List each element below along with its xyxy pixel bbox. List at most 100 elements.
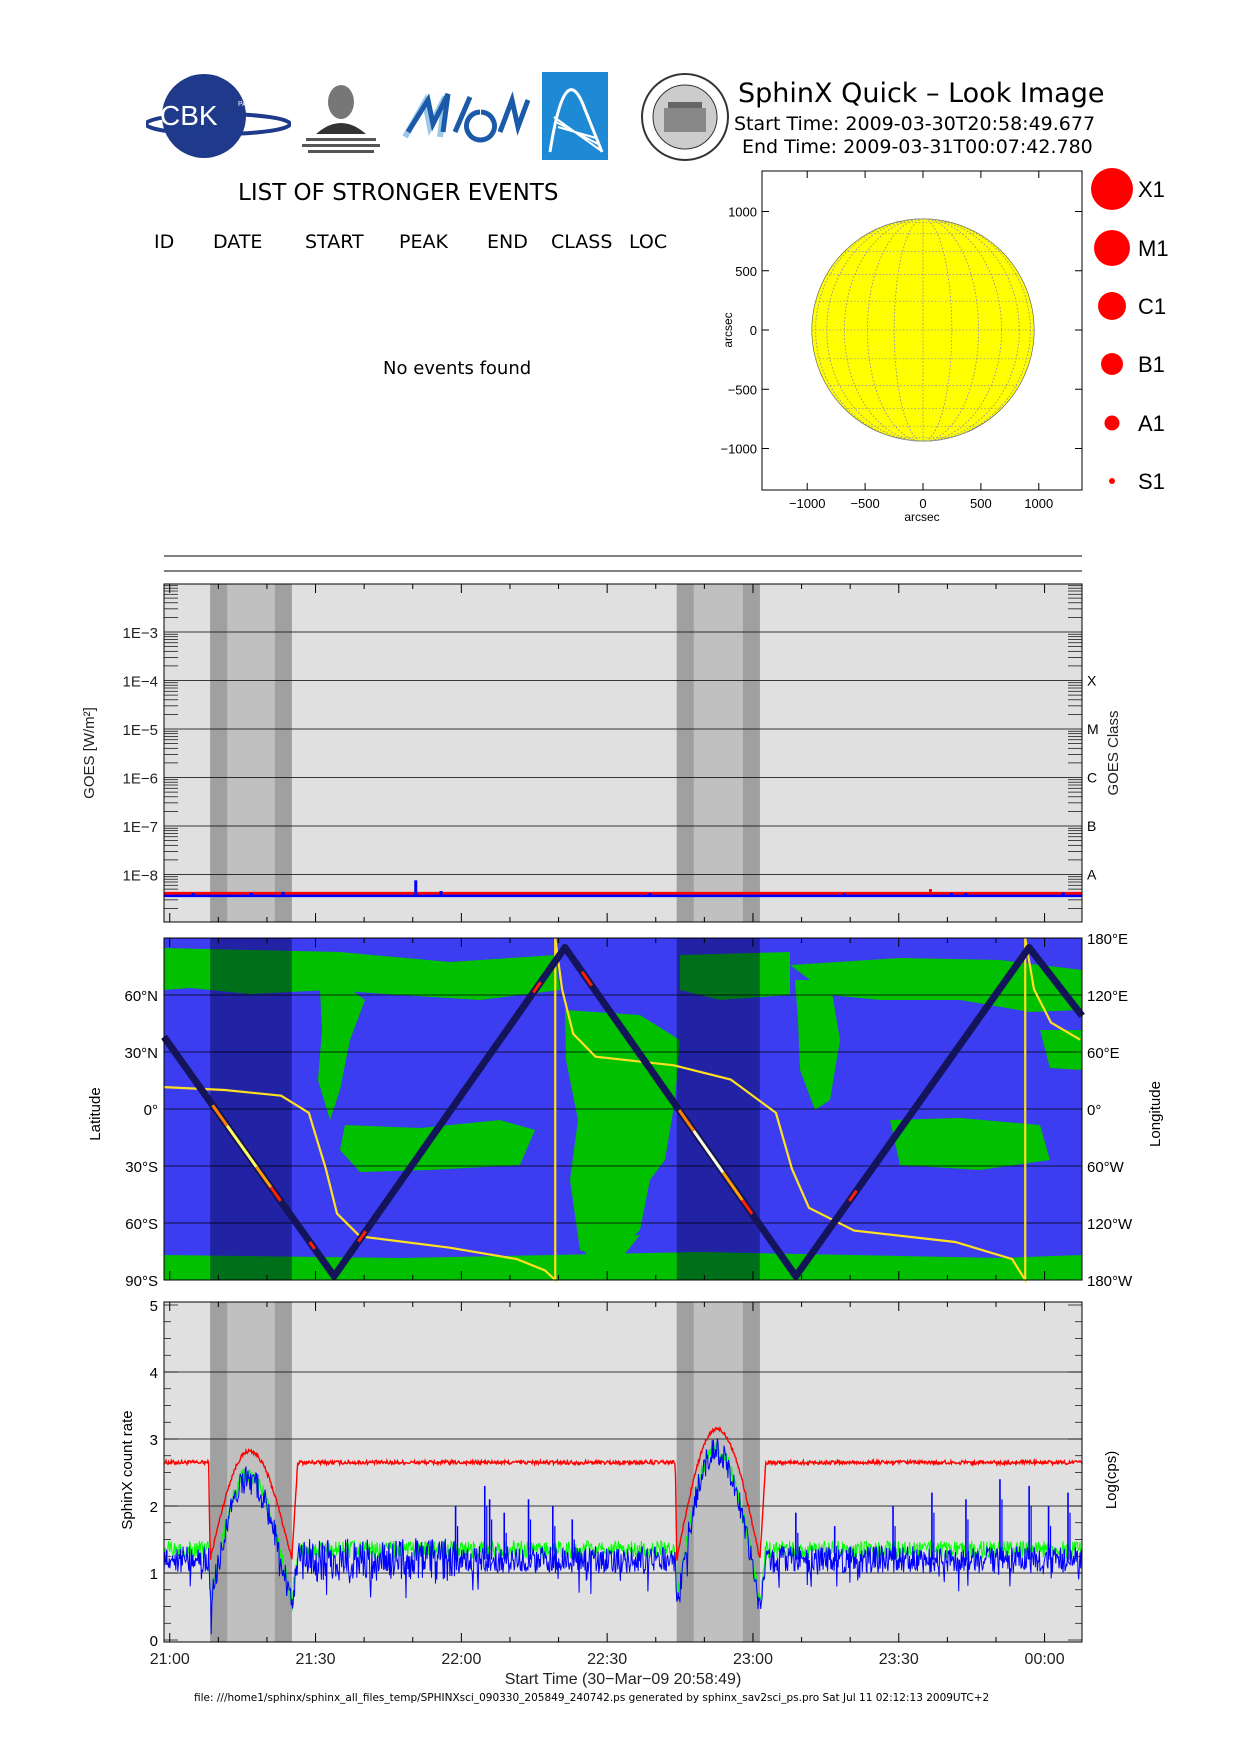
sphinx-y-axis-label: SphinX count rate	[119, 1410, 136, 1529]
track-highlight	[357, 1230, 367, 1243]
goes-y-axis-label: GOES [W/m²]	[81, 707, 98, 799]
time-axis-title: Start Time (30−Mar−09 20:58:49)	[505, 1671, 742, 1688]
page-title: SphinX Quick – Look Image	[738, 78, 1105, 109]
goes-class-label: M	[1087, 721, 1099, 737]
track-highlight	[211, 1104, 229, 1127]
goes-spike	[648, 892, 652, 896]
track-highlight	[269, 1186, 282, 1202]
time-tick-label: 23:30	[879, 1651, 919, 1668]
sun-x-tick-label: −500	[850, 496, 879, 511]
legend-label-m1: M1	[1138, 236, 1169, 261]
track-highlight	[692, 1130, 725, 1174]
track-highlight	[848, 1189, 858, 1202]
sphinx-y-tick-label: 0	[150, 1633, 158, 1650]
sun-y-tick-label: 0	[750, 323, 757, 338]
sun-y-tick-label: −1000	[720, 442, 757, 457]
orbit-y-tick-label: 30°N	[124, 1045, 158, 1062]
track-highlight	[677, 1109, 695, 1132]
university-seal-logo	[640, 72, 730, 162]
goes-spike	[928, 889, 932, 895]
goes-background	[164, 584, 1082, 922]
goes-class-label: X	[1087, 673, 1097, 689]
goes-spike	[842, 892, 846, 896]
longitude-curve	[163, 937, 1081, 1284]
map-land-regions	[164, 948, 1082, 1280]
goes-y-tick-label: 1E−8	[123, 868, 158, 885]
orbit-y-tick-label: 30°S	[125, 1159, 158, 1176]
column-peak: PEAK	[399, 231, 448, 253]
sun-x-tick-label: −1000	[789, 496, 826, 511]
sun-x-tick-label: 1000	[1024, 496, 1053, 511]
orbit-right-axis-label: Longitude	[1147, 1081, 1164, 1147]
goes-spike	[414, 880, 418, 896]
legend-marker-x1	[1091, 168, 1133, 210]
time-tick-label: 21:00	[150, 1651, 190, 1668]
time-tick-label: 21:30	[296, 1651, 336, 1668]
sun-x-tick-label: 500	[970, 496, 992, 511]
sun-y-tick-label: 500	[735, 264, 757, 279]
sphinx-eclipse-band-edge	[742, 1302, 760, 1642]
goes-eclipse-band-edge	[274, 584, 292, 922]
goes-spike	[1061, 892, 1065, 896]
goes-eclipse-band-edge	[676, 584, 694, 922]
sun-x-tick-label: 0	[919, 496, 926, 511]
orbit-right-tick-label: 120°E	[1087, 988, 1128, 1005]
no-events-message: No events found	[383, 358, 532, 379]
events-list-title: LIST OF STRONGER EVENTS	[238, 180, 559, 206]
legend-marker-b1	[1101, 353, 1123, 375]
orbit-right-tick-label: 120°W	[1087, 1216, 1133, 1233]
sphinx-right-axis-label: Log(cps)	[1103, 1451, 1120, 1509]
lebedev-institute-logo	[296, 72, 386, 162]
sun-y-axis-label: arcsec	[721, 312, 735, 347]
sphinx-frame	[163, 1301, 1083, 1643]
track-highlight	[255, 1165, 273, 1189]
goes-y-tick-label: 1E−4	[123, 674, 158, 691]
sphinx-y-tick-label: 1	[150, 1566, 158, 1583]
time-tick-label: 22:30	[587, 1651, 627, 1668]
goes-spike	[249, 892, 253, 896]
time-tick-label: 22:00	[441, 1651, 481, 1668]
goes-spike	[281, 891, 285, 896]
orbit-y-tick-label: 0°	[144, 1102, 158, 1119]
legend-label-x1: X1	[1138, 177, 1165, 202]
orbit-right-tick-label: 180°W	[1087, 1273, 1133, 1290]
column-loc: LOC	[629, 231, 668, 253]
sphinx-y-tick-label: 5	[150, 1298, 158, 1315]
goes-y-tick-label: 1E−6	[123, 771, 158, 788]
goes-class-label: B	[1087, 818, 1096, 834]
goes-eclipse-band-edge	[742, 584, 760, 922]
orbit-y-tick-label: 90°S	[125, 1273, 158, 1290]
goes-class-label: A	[1087, 867, 1097, 883]
legend-marker-s1	[1109, 478, 1115, 484]
column-end: END	[487, 231, 528, 253]
legend-marker-c1	[1098, 292, 1126, 320]
sphinx-series-blue	[163, 1438, 1083, 1635]
legend-label-s1: S1	[1138, 469, 1165, 494]
sun-x-axis-label: arcsec	[904, 510, 939, 524]
goes-spike	[439, 890, 443, 896]
track-highlight	[741, 1199, 754, 1215]
legend-label-c1: C1	[1138, 294, 1166, 319]
goes-class-label: C	[1087, 770, 1097, 786]
goes-spike	[964, 892, 968, 896]
time-tick-label: 00:00	[1025, 1651, 1065, 1668]
sun-grid-longitude	[826, 218, 1020, 442]
sun-grid-longitude	[843, 218, 1003, 442]
sun-grid-longitude	[815, 218, 1031, 442]
goes-spike	[949, 892, 953, 896]
mifi-logo	[400, 82, 531, 152]
space-agency-logo	[542, 72, 608, 160]
track-highlight	[580, 970, 593, 987]
goes-eclipse-band-edge	[210, 584, 228, 922]
track-highlight	[721, 1171, 744, 1201]
track-highlight	[532, 981, 542, 994]
goes-y-tick-label: 1E−5	[123, 722, 158, 739]
sphinx-series-red	[163, 1425, 1083, 1561]
orbit-y-tick-label: 60°N	[124, 988, 158, 1005]
sun-y-tick-label: 1000	[728, 205, 757, 220]
legend-label-b1: B1	[1138, 352, 1165, 377]
goes-frame	[163, 583, 1083, 923]
goes-y-tick-label: 1E−7	[123, 819, 158, 836]
sphinx-y-tick-label: 4	[150, 1365, 158, 1382]
